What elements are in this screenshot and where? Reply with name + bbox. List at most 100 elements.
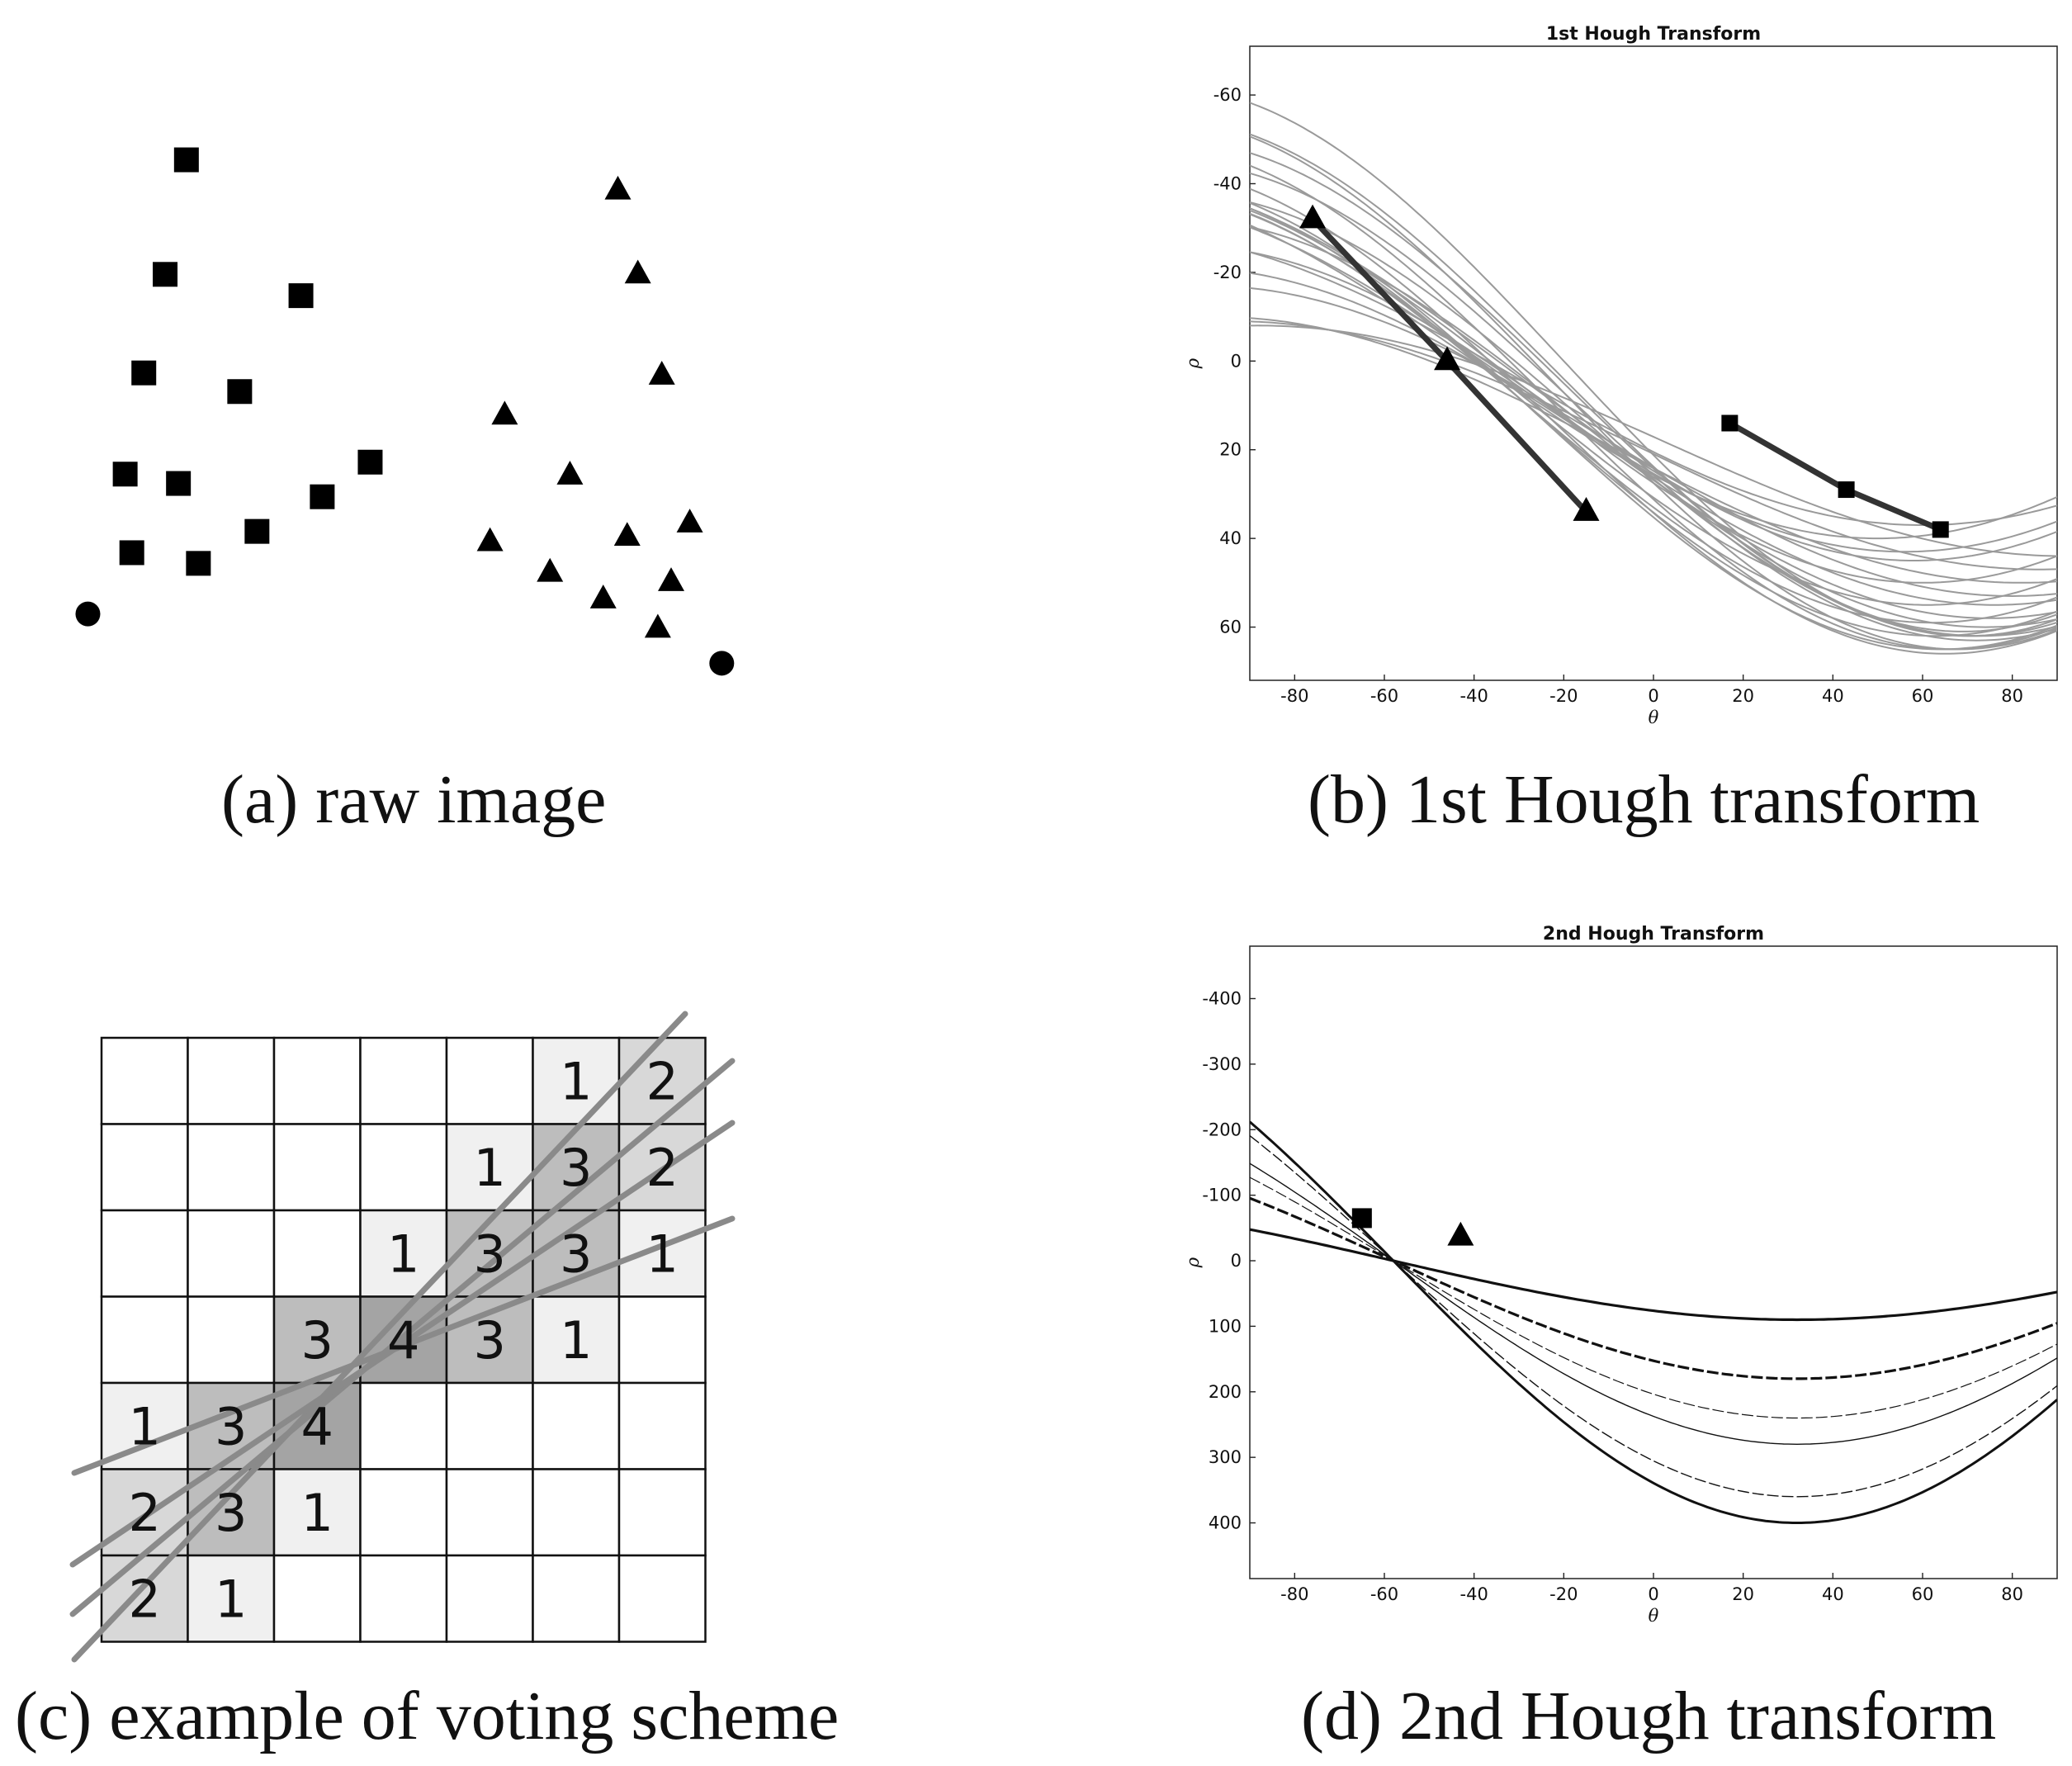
grid-cell bbox=[445, 1036, 534, 1125]
grid-cell bbox=[272, 1554, 362, 1643]
vote-count: 3 bbox=[215, 1396, 247, 1456]
hough-curve bbox=[1250, 1228, 2057, 1322]
square-marker bbox=[173, 147, 199, 173]
grid-cell bbox=[187, 1295, 276, 1385]
vote-count: 1 bbox=[301, 1483, 334, 1543]
grid-cell bbox=[532, 1381, 621, 1470]
voting-line bbox=[69, 1058, 736, 1617]
x-tick-label: -80 bbox=[1280, 686, 1308, 706]
x-tick-label: 20 bbox=[1732, 686, 1754, 706]
triangle-point bbox=[1447, 1221, 1474, 1246]
vote-count: 3 bbox=[301, 1310, 334, 1371]
vote-count: 1 bbox=[560, 1051, 592, 1111]
triangle-point bbox=[1299, 204, 1327, 229]
hough-curve bbox=[1250, 1135, 2057, 1498]
triangle-marker bbox=[604, 175, 632, 200]
x-tick-label: 40 bbox=[1822, 686, 1844, 706]
plot-frame bbox=[1249, 45, 2058, 681]
triangle-marker bbox=[613, 522, 641, 547]
hough-curve bbox=[1250, 320, 2057, 571]
square-marker bbox=[244, 518, 270, 544]
grid-cell bbox=[532, 1036, 621, 1125]
hough-curve bbox=[1250, 213, 2057, 606]
grid-cell bbox=[100, 1295, 189, 1385]
grid-cell bbox=[187, 1554, 276, 1643]
y-tick-label: 40 bbox=[1219, 528, 1242, 548]
raw-image-panel bbox=[75, 147, 735, 676]
grid-cell bbox=[617, 1554, 707, 1643]
caption-voting-scheme: (c) example of voting scheme bbox=[15, 1678, 840, 1754]
grid-cell bbox=[617, 1036, 707, 1125]
x-tick-label: -40 bbox=[1460, 1584, 1488, 1604]
y-tick-label: 20 bbox=[1219, 440, 1242, 460]
vote-count: 2 bbox=[129, 1483, 161, 1543]
grid-cell bbox=[445, 1123, 534, 1212]
voting-scheme-grid: 1 21 3 21 3 3 13 4 3 11 3 42 3 12 1 bbox=[69, 1011, 736, 1663]
grid-cell bbox=[359, 1468, 448, 1557]
curve-group bbox=[1250, 102, 2057, 655]
grid-cell bbox=[100, 1123, 189, 1212]
x-tick-label: 0 bbox=[1648, 1584, 1658, 1604]
x-tick-label: 0 bbox=[1648, 686, 1658, 706]
triangle-marker bbox=[644, 613, 671, 638]
square-marker bbox=[112, 462, 138, 487]
grid-cell bbox=[100, 1036, 189, 1125]
x-axis-label: θ bbox=[1649, 1606, 1659, 1626]
vote-count: 4 bbox=[387, 1310, 419, 1371]
chart-title: 1st Hough Transform bbox=[1546, 24, 1761, 45]
vote-count: 2 bbox=[646, 1138, 679, 1198]
grid-cell bbox=[272, 1123, 362, 1212]
grid-cell bbox=[272, 1209, 362, 1298]
y-axis-label: ρ bbox=[1183, 357, 1203, 369]
triangle-marker bbox=[556, 461, 584, 485]
grid-cell bbox=[359, 1381, 448, 1470]
x-axis-label: θ bbox=[1649, 708, 1659, 727]
triangle-marker bbox=[537, 557, 564, 582]
grid-cell bbox=[532, 1468, 621, 1557]
y-tick-label: 0 bbox=[1231, 1251, 1242, 1271]
hough-curve bbox=[1250, 164, 2057, 651]
y-axis-label: ρ bbox=[1183, 1257, 1203, 1268]
y-tick-label: 0 bbox=[1231, 351, 1242, 371]
vote-count: 3 bbox=[560, 1138, 592, 1198]
caption-raw-image: (a) raw image bbox=[221, 761, 607, 838]
x-tick-label: -60 bbox=[1370, 686, 1398, 706]
grid-cell bbox=[100, 1468, 189, 1557]
vote-count: 3 bbox=[560, 1224, 592, 1284]
triangle-marker bbox=[676, 509, 703, 533]
grid-cell bbox=[272, 1468, 362, 1557]
y-tick-label: -300 bbox=[1202, 1054, 1242, 1074]
grid-cell bbox=[617, 1381, 707, 1470]
grid-cell bbox=[187, 1036, 276, 1125]
x-tick-label: -20 bbox=[1549, 686, 1578, 706]
y-tick-label: -200 bbox=[1202, 1120, 1242, 1139]
square-marker bbox=[186, 551, 211, 576]
hough-curve bbox=[1250, 207, 2057, 561]
grid-cell bbox=[187, 1123, 276, 1212]
chart-title: 2nd Hough Transform bbox=[1543, 924, 1764, 945]
grid-cell bbox=[532, 1554, 621, 1643]
y-tick-label: -400 bbox=[1202, 989, 1242, 1009]
first-hough-chart: 1st Hough Transform -80 -60 -40 -20 0 20 40 60 80… bbox=[1183, 24, 2058, 727]
x-tick-label: -60 bbox=[1370, 1584, 1398, 1604]
circle-marker bbox=[75, 601, 101, 627]
caption-first-hough: (b) 1st Hough transform bbox=[1308, 761, 1980, 838]
hough-curve bbox=[1250, 1162, 2057, 1446]
hough-curve bbox=[1250, 135, 2057, 651]
grid-cell bbox=[100, 1554, 189, 1643]
second-hough-chart: 2nd Hough Transform-80 -60 -40 -20 0 20 40 60 80… bbox=[1183, 924, 2058, 1626]
grid-cell bbox=[187, 1209, 276, 1298]
square-marker bbox=[166, 471, 192, 496]
hough-curve bbox=[1250, 324, 2057, 557]
triangle-marker bbox=[624, 259, 651, 284]
hough-curve bbox=[1250, 1120, 2057, 1524]
vote-count: 3 bbox=[215, 1483, 247, 1543]
vote-count: 1 bbox=[560, 1310, 592, 1371]
triangle-marker bbox=[476, 527, 504, 552]
curve-group bbox=[1250, 1120, 2057, 1524]
grid-cell bbox=[100, 1209, 189, 1298]
triangle-marker bbox=[658, 567, 685, 591]
y-tick-label: 300 bbox=[1209, 1447, 1242, 1467]
grid-cell bbox=[272, 1036, 362, 1125]
grid-cell bbox=[617, 1468, 707, 1557]
